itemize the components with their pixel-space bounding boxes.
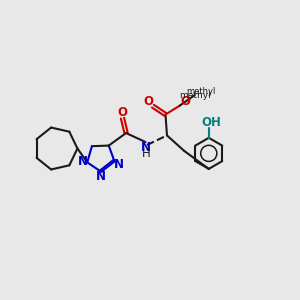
Text: methyl: methyl bbox=[179, 91, 211, 100]
Text: methyl: methyl bbox=[186, 87, 215, 96]
Text: OH: OH bbox=[201, 116, 221, 129]
Text: O: O bbox=[180, 94, 190, 108]
Text: H: H bbox=[142, 147, 150, 161]
Text: N: N bbox=[114, 158, 124, 171]
Text: N: N bbox=[96, 170, 106, 183]
Text: O: O bbox=[144, 95, 154, 109]
Text: O: O bbox=[118, 106, 128, 119]
Text: N: N bbox=[78, 155, 88, 168]
Text: N: N bbox=[141, 141, 151, 154]
